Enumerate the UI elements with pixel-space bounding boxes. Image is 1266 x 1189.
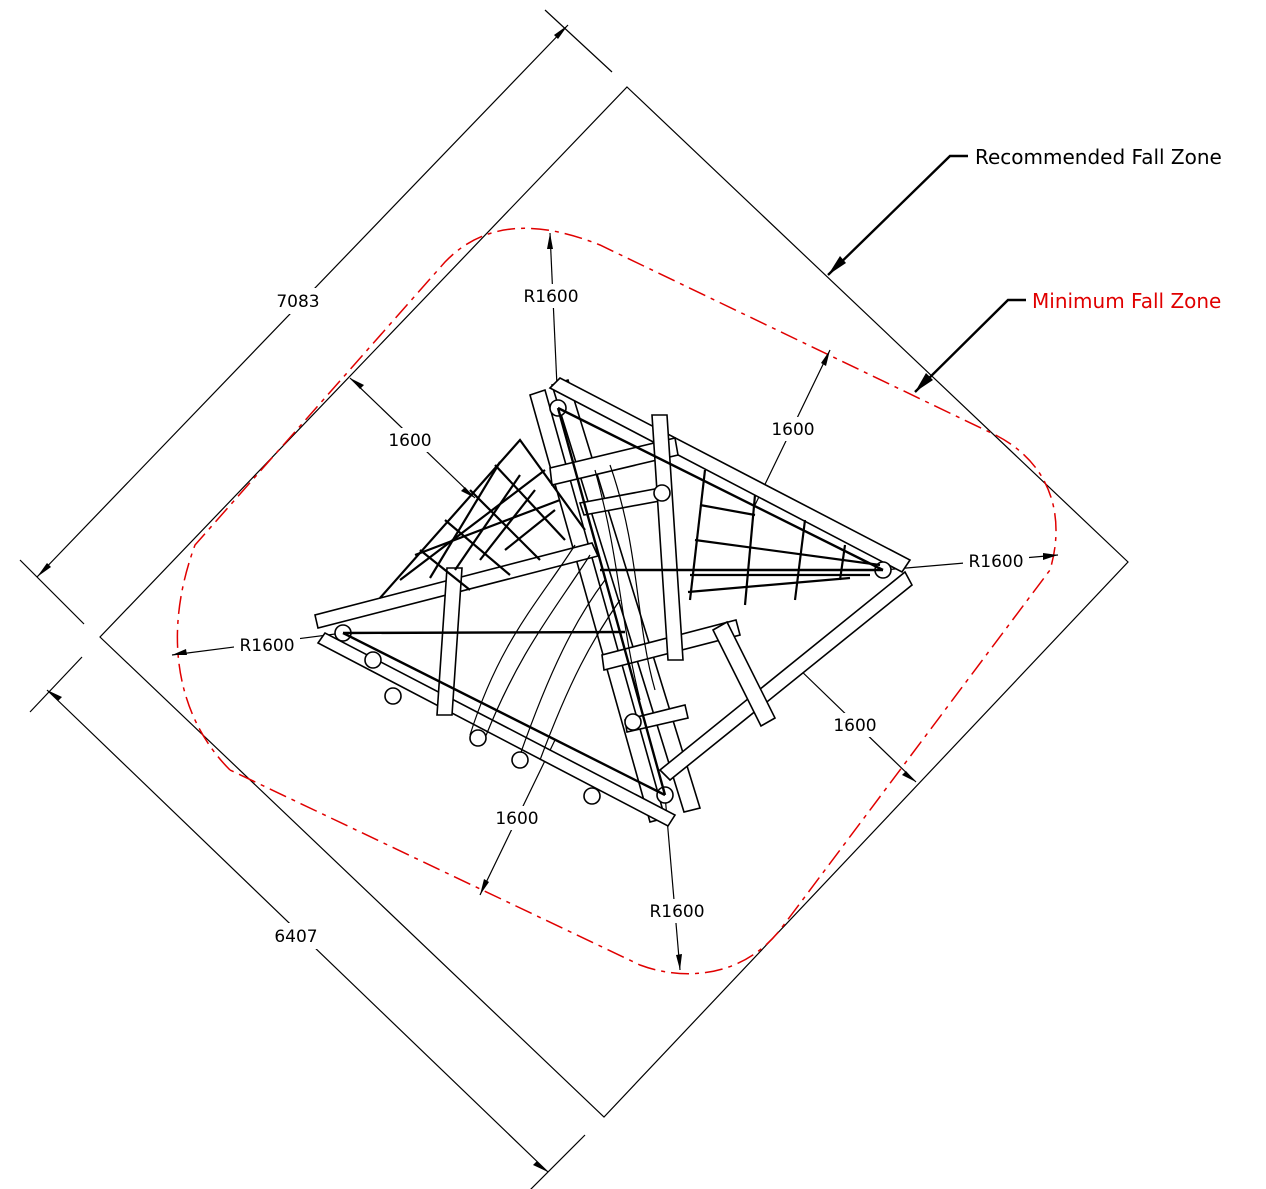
slide-rail-5: [594, 469, 641, 701]
radius-dimension-bottom-text: R1600: [649, 902, 704, 922]
recommended-fall-zone-label: Recommended Fall Zone: [975, 145, 1222, 169]
slide-rail-6: [609, 464, 656, 691]
dimension-6407: 6407: [29, 656, 586, 1189]
left-climbing-net: [379, 438, 586, 599]
radius-dimension-top-text: R1600: [523, 287, 578, 307]
log-bottom-left: [316, 631, 677, 828]
radius-dimension-right-text: R1600: [968, 552, 1023, 572]
post-right: [711, 620, 777, 728]
offset-dimension-nw-text: 1600: [388, 431, 431, 451]
offset-dimension-se: 1600: [794, 664, 917, 783]
slide-rail-2: [484, 554, 591, 739]
offset-dimension-sw: 1600: [479, 739, 556, 896]
offset-dimension-ne: 1600: [754, 349, 831, 506]
radius-dimension-left: R1600: [171, 632, 344, 657]
play-structure: [314, 377, 914, 828]
slide-rail-3: [519, 579, 606, 756]
dimension-7083: 7083: [19, 9, 613, 625]
ropes: [342, 406, 884, 797]
offset-dimension-sw-text: 1600: [495, 809, 538, 829]
dimension-7083-text: 7083: [276, 292, 319, 312]
slide-rail-4: [539, 599, 621, 761]
log-lower-right: [658, 570, 914, 782]
log-upper-right: [548, 377, 912, 574]
offset-dimension-se-text: 1600: [833, 716, 876, 736]
post-mid: [651, 414, 684, 661]
radius-dimension-left-text: R1600: [239, 636, 294, 656]
callout-minimum-fall-zone: Minimum Fall Zone: [914, 289, 1221, 393]
callout-recommended-fall-zone: Recommended Fall Zone: [827, 145, 1222, 276]
offset-dimension-nw: 1600: [349, 377, 476, 499]
minimum-fall-zone-label: Minimum Fall Zone: [1032, 289, 1221, 313]
minimum-fall-zone-outline: [176, 227, 1057, 975]
offset-dimension-ne-text: 1600: [771, 420, 814, 440]
right-climbing-net: [687, 469, 881, 606]
crossbar-1: [549, 437, 679, 486]
dimension-6407-text: 6407: [274, 927, 317, 947]
radius-dimension-top: R1600: [520, 232, 582, 409]
radius-dimension-right: R1600: [882, 549, 1059, 573]
recommended-fall-zone-outline: [99, 86, 1129, 1118]
